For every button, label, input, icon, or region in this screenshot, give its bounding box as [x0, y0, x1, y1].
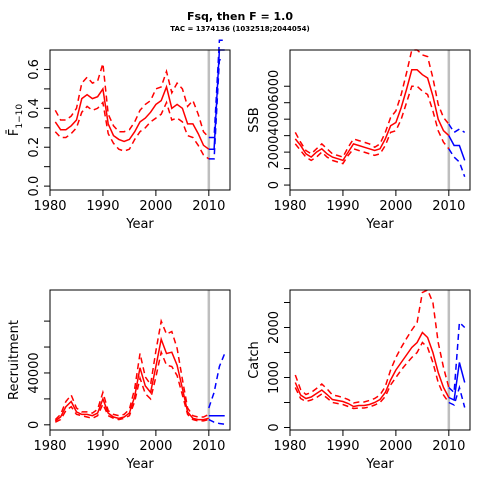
projection-upper	[448, 123, 466, 134]
y-axis-label: F̄1−10	[7, 104, 25, 136]
series-median	[294, 331, 450, 408]
x-tick-label: 2000	[379, 199, 412, 214]
projection-median	[208, 49, 225, 150]
x-tick-label: 1990	[326, 439, 359, 454]
figure-subtitle: TAC = 1374136 (1032518;2044054)	[170, 25, 309, 33]
plot-frame	[49, 49, 231, 191]
x-tick-label: 2010	[192, 439, 225, 454]
y-axis-label: SSB	[247, 107, 262, 132]
x-axis-label: Year	[125, 457, 154, 472]
series-upper	[294, 288, 450, 404]
projection-upper	[448, 320, 466, 395]
projection-lower	[448, 148, 466, 178]
y-tick-label: 0.0	[27, 176, 42, 197]
y-tick-label: 0	[27, 421, 42, 429]
plot-frame	[289, 49, 471, 191]
y-axis-label: Recruitment	[7, 320, 22, 400]
x-tick-label: 2010	[432, 199, 465, 214]
plot-frame	[49, 289, 231, 431]
y-axis-label-subscript: 1−10	[15, 104, 25, 129]
y-tick-label: 2000	[267, 136, 282, 169]
x-tick-label: 1990	[86, 199, 119, 214]
x-tick-label: 1990	[86, 439, 119, 454]
x-tick-label: 2010	[192, 199, 225, 214]
x-axis-label: Year	[125, 217, 154, 232]
x-tick-label: 1990	[326, 199, 359, 214]
series-lower	[294, 341, 450, 410]
chart-catch: 1980 1990 2000 2010 0 1000 2000 Year Catch	[247, 288, 471, 472]
series-median	[294, 69, 450, 162]
x-tick-label: 2000	[139, 199, 172, 214]
chart-fbar: 1980 1990 2000 2010 0.0 0.2 0.4 0.6 Year F̄1−10	[7, 39, 231, 232]
projection-lower	[448, 384, 466, 408]
y-tick-label: 6000	[267, 70, 282, 103]
series-upper	[54, 63, 210, 139]
series-lower	[54, 100, 210, 160]
y-tick-label: 0.2	[27, 137, 42, 158]
y-tick-label: 0.6	[27, 59, 42, 80]
x-tick-label: 1980	[33, 439, 66, 454]
x-tick-label: 2000	[139, 439, 172, 454]
series-median	[54, 336, 209, 422]
y-tick-label: 0	[267, 181, 282, 189]
x-tick-label: 1980	[273, 439, 306, 454]
y-tick-label: 0.4	[27, 98, 42, 119]
projection-upper	[208, 353, 226, 409]
x-tick-label: 2000	[379, 439, 412, 454]
projection-lower	[208, 418, 225, 425]
x-axis-label: Year	[365, 457, 394, 472]
y-tick-label: 2000	[267, 311, 282, 344]
series-lower	[294, 85, 450, 165]
x-tick-label: 1980	[33, 199, 66, 214]
projection-median	[448, 135, 466, 161]
plot-frame	[289, 289, 471, 431]
y-tick-label: 1000	[267, 361, 282, 394]
y-tick-label: 0	[267, 423, 282, 431]
x-tick-label: 2010	[432, 439, 465, 454]
chart-recruitment: 1980 1990 2000 2010 0 40000 Year Recruitment	[7, 289, 231, 472]
y-tick-label: 4000	[267, 103, 282, 136]
figure-title: Fsq, then F = 1.0	[187, 10, 293, 23]
series-median	[54, 84, 210, 150]
y-tick-label: 40000	[27, 352, 42, 393]
x-axis-label: Year	[365, 217, 394, 232]
y-axis-label: Catch	[247, 341, 262, 379]
series-upper	[294, 49, 450, 159]
x-tick-label: 1980	[273, 199, 306, 214]
projection-median	[448, 362, 466, 402]
series-lower	[54, 349, 209, 423]
